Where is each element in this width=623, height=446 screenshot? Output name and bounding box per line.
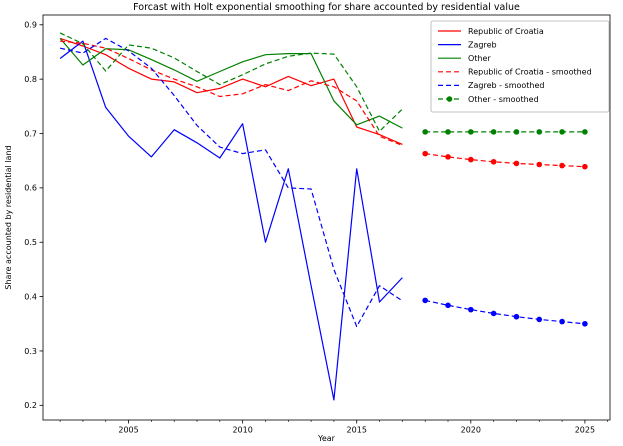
legend-label: Zagreb - smoothed xyxy=(468,81,545,90)
x-tick-label: 2010 xyxy=(232,426,252,435)
forecast-marker-other-smoothed xyxy=(445,129,451,135)
y-tick-label: 0.9 xyxy=(24,21,37,30)
series-line-zagreb-smoothed xyxy=(59,37,403,328)
y-tick-label: 0.5 xyxy=(24,238,37,247)
series-line-other xyxy=(59,38,403,129)
forecast-line-zagreb-smoothed xyxy=(425,299,585,325)
plot-border xyxy=(42,14,611,421)
series-line-other-smoothed xyxy=(59,32,403,132)
forecast-marker-other-smoothed xyxy=(536,129,543,135)
x-tick-label: 2020 xyxy=(461,426,481,435)
y-tick-label: 0.6 xyxy=(24,184,37,193)
y-tick-label: 0.2 xyxy=(24,401,37,410)
legend-item: Other xyxy=(438,54,491,63)
forecast-line-republic-of-croatia-smoothed xyxy=(425,153,585,168)
series-line-republic-of-croatia xyxy=(59,37,403,145)
legend-box xyxy=(430,20,610,113)
forecast-marker-republic-of-croatia-smoothed xyxy=(536,161,543,168)
forecast-marker-zagreb-smoothed xyxy=(468,306,474,313)
legend-label: Republic of Croatia - smoothed xyxy=(468,68,592,77)
y-tick-label: 0.8 xyxy=(24,75,37,84)
y-axis-label: Share accounted by residential land xyxy=(4,145,13,289)
forecast-marker-other-smoothed xyxy=(422,129,428,135)
forecast-marker-republic-of-croatia-smoothed xyxy=(468,156,474,163)
forecast-marker-other-smoothed xyxy=(513,129,520,135)
series-line-zagreb xyxy=(59,40,403,401)
legend-marker-sample xyxy=(446,96,453,102)
x-tick-label: 2025 xyxy=(575,426,595,435)
legend-label: Zagreb xyxy=(468,40,497,49)
chart-title: Forcast with Holt exponential smoothing … xyxy=(133,2,520,13)
forecast-marker-zagreb-smoothed xyxy=(582,320,588,327)
forecast-marker-zagreb-smoothed xyxy=(559,318,565,325)
legend-item: Zagreb xyxy=(438,40,497,49)
forecast-marker-zagreb-smoothed xyxy=(536,316,543,323)
forecast-marker-other-smoothed xyxy=(468,129,474,135)
legend-label: Other - smoothed xyxy=(468,95,539,104)
forecast-marker-republic-of-croatia-smoothed xyxy=(445,154,451,160)
series-line-republic-of-croatia-smoothed xyxy=(60,40,403,147)
forecast-marker-republic-of-croatia-smoothed xyxy=(490,158,497,165)
y-tick-label: 0.7 xyxy=(24,129,37,138)
x-axis-label: Year xyxy=(317,434,336,443)
legend: Republic of Croatia Zagreb Other Republic o… xyxy=(438,27,592,104)
forecast-marker-other-smoothed xyxy=(559,129,565,135)
y-tick-label: 0.3 xyxy=(24,347,37,356)
legend-item: Other - smoothed xyxy=(438,95,539,104)
forecast-marker-zagreb-smoothed xyxy=(445,302,451,309)
legend-item: Zagreb - smoothed xyxy=(438,81,545,90)
x-tick-label: 2015 xyxy=(347,426,367,435)
forecast-marker-zagreb-smoothed xyxy=(513,313,520,320)
legend-item: Republic of Croatia - smoothed xyxy=(438,68,592,77)
forecast-marker-republic-of-croatia-smoothed xyxy=(582,163,588,170)
forecast-marker-republic-of-croatia-smoothed xyxy=(559,162,565,169)
forecast-marker-republic-of-croatia-smoothed xyxy=(513,160,520,167)
forecast-marker-other-smoothed xyxy=(490,129,497,135)
forecast-marker-republic-of-croatia-smoothed xyxy=(422,150,428,157)
forecast-marker-zagreb-smoothed xyxy=(422,297,428,304)
legend-label: Republic of Croatia xyxy=(468,27,544,36)
y-tick-label: 0.4 xyxy=(24,292,37,301)
legend-item: Republic of Croatia xyxy=(438,27,544,36)
legend-label: Other xyxy=(468,54,491,63)
forecast-marker-zagreb-smoothed xyxy=(490,310,497,317)
forecast-marker-other-smoothed xyxy=(582,129,588,135)
x-tick-label: 2005 xyxy=(118,426,138,435)
